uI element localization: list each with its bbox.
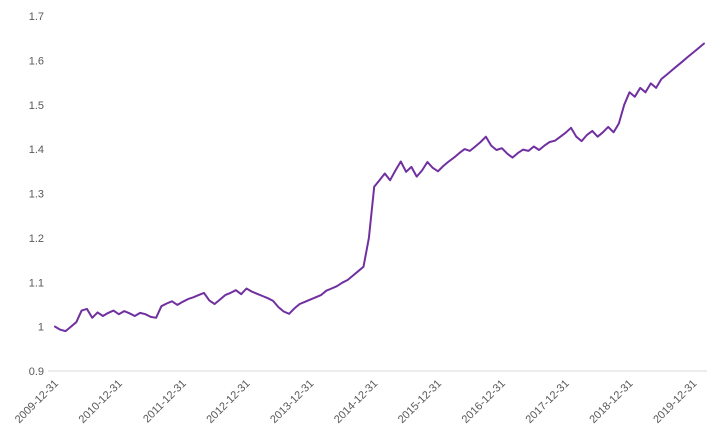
- x-tick-label: 2015-12-31: [396, 378, 444, 426]
- x-tick-label: 2014-12-31: [332, 378, 380, 426]
- x-tick-label: 2018-12-31: [587, 378, 635, 426]
- x-tick-label: 2019-12-31: [651, 378, 699, 426]
- x-tick-label: 2011-12-31: [141, 378, 189, 426]
- y-tick-label: 1.2: [29, 233, 44, 245]
- y-tick-label: 1.3: [29, 189, 44, 201]
- y-tick-label: 1.7: [29, 11, 44, 23]
- y-tick-label: 1.5: [29, 100, 44, 112]
- x-tick-label: 2010-12-31: [77, 378, 125, 426]
- x-tick-label: 2013-12-31: [268, 378, 316, 426]
- x-tick-label: 2016-12-31: [460, 378, 508, 426]
- series-line: [54, 42, 705, 333]
- x-tick-label: 2017-12-31: [524, 378, 572, 426]
- x-tick-label: 2009-12-31: [13, 378, 61, 426]
- x-tick-label: 2012-12-31: [204, 378, 252, 426]
- y-tick-label: 1: [38, 322, 44, 334]
- y-tick-label: 1.1: [29, 277, 44, 289]
- y-tick-label: 0.9: [29, 366, 44, 378]
- y-tick-label: 1.4: [29, 144, 44, 156]
- y-tick-label: 1.6: [29, 55, 44, 67]
